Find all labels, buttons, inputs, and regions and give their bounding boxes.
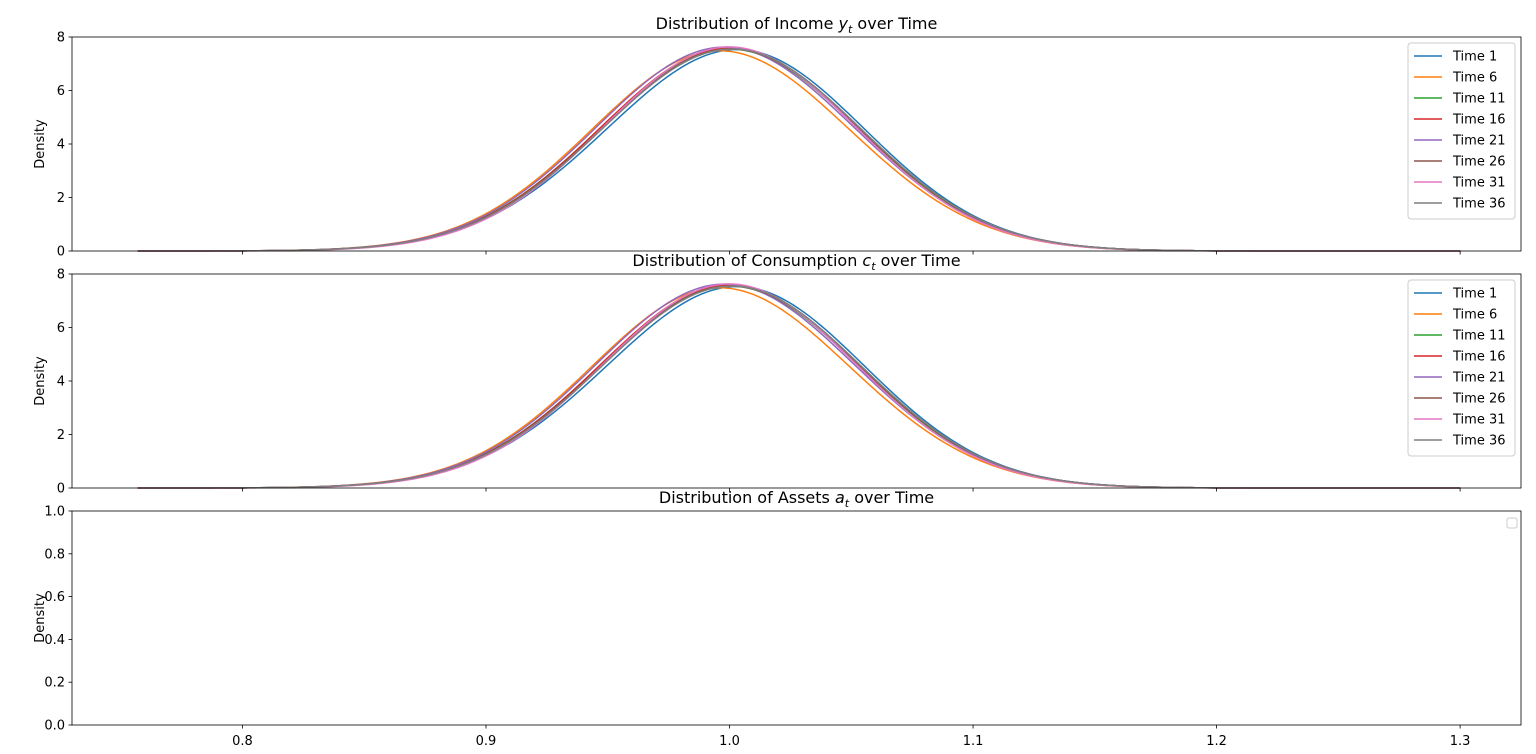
y-tick-label: 0 [57, 482, 65, 497]
series-line-time-11 [137, 48, 1461, 252]
series-line-time-1 [137, 285, 1461, 489]
legend-label: Time 1 [1452, 50, 1497, 65]
y-tick-label: 0.6 [44, 590, 65, 605]
legend: Time 1 Time 6 Time 11 Time 16 Time 21 Time 26… [1407, 279, 1516, 457]
legend-label: Time 31 [1452, 176, 1506, 191]
series-line-time-36 [137, 285, 1461, 489]
legend-label: Time 21 [1452, 134, 1506, 149]
x-tick-label: 1.2 [1206, 734, 1227, 749]
y-tick-label: 0 [57, 245, 65, 260]
series-line-time-21 [137, 46, 1461, 252]
legend-box [1407, 42, 1516, 220]
legend: Time 1 Time 6 Time 11 Time 16 Time 21 Time 26… [1407, 42, 1516, 220]
y-tick-label: 8 [57, 31, 65, 46]
subplot-3: 0.0 0.2 0.4 0.6 0.8 1.0 0.8 0.9 1.0 1.1 1.2 1.3 Dens… [33, 488, 1522, 749]
legend-empty-box [1506, 517, 1518, 529]
legend-label: Time 6 [1452, 71, 1497, 86]
legend-label: Time 36 [1452, 434, 1506, 449]
legend-label: Time 36 [1452, 197, 1506, 212]
y-tick-label: 4 [57, 375, 65, 390]
y-axis-label: Density [33, 593, 48, 643]
x-tick-label: 1.3 [1450, 734, 1471, 749]
y-tick-label: 6 [57, 84, 65, 99]
series-line-time-21 [137, 283, 1461, 489]
series-line-time-26 [137, 285, 1461, 489]
axes-frame [71, 273, 1522, 489]
y-tick-label: 6 [57, 321, 65, 336]
y-tick-label: 0.8 [44, 547, 65, 562]
subplot-title: Distribution of Income yt over Time [656, 14, 938, 36]
legend-label: Time 11 [1452, 329, 1506, 344]
x-tick-label: 1.0 [719, 734, 740, 749]
axes-frame [71, 510, 1522, 726]
legend-label: Time 6 [1452, 308, 1497, 323]
subplot-title: Distribution of Assets at over Time [659, 488, 934, 510]
x-tick-label: 0.9 [476, 734, 497, 749]
y-axis-label: Density [33, 356, 48, 406]
series-line-time-26 [137, 48, 1461, 252]
axes-frame [71, 36, 1522, 252]
subplot-2: 0 2 4 6 8 Density Distribution of Consumption … [33, 251, 1522, 497]
legend-box [1407, 279, 1516, 457]
subplot-title: Distribution of Consumption ct over Time [632, 251, 960, 273]
legend-label: Time 21 [1452, 371, 1506, 386]
y-tick-label: 8 [57, 268, 65, 283]
series-line-time-1 [137, 48, 1461, 252]
legend-label: Time 11 [1452, 92, 1506, 107]
y-axis-label: Density [33, 119, 48, 169]
y-tick-label: 2 [57, 191, 65, 206]
legend-label: Time 1 [1452, 287, 1497, 302]
legend-label: Time 26 [1452, 155, 1506, 170]
series-line-time-11 [137, 285, 1461, 489]
x-tick-label: 1.1 [963, 734, 984, 749]
legend-label: Time 16 [1452, 350, 1506, 365]
y-tick-label: 2 [57, 428, 65, 443]
series-line-time-36 [137, 48, 1461, 252]
legend-label: Time 26 [1452, 392, 1506, 407]
subplot-1: 0 2 4 6 8 Density Distribution of Income yt ov… [33, 14, 1522, 260]
y-tick-label: 0.4 [44, 633, 65, 648]
y-tick-label: 1.0 [44, 505, 65, 520]
y-tick-label: 0.0 [44, 719, 65, 734]
legend-label: Time 16 [1452, 113, 1506, 128]
series-line-time-6 [137, 50, 1461, 252]
y-tick-label: 4 [57, 138, 65, 153]
y-tick-label: 0.2 [44, 676, 65, 691]
legend-label: Time 31 [1452, 413, 1506, 428]
x-tick-label: 0.8 [232, 734, 253, 749]
series-line-time-6 [137, 287, 1461, 489]
